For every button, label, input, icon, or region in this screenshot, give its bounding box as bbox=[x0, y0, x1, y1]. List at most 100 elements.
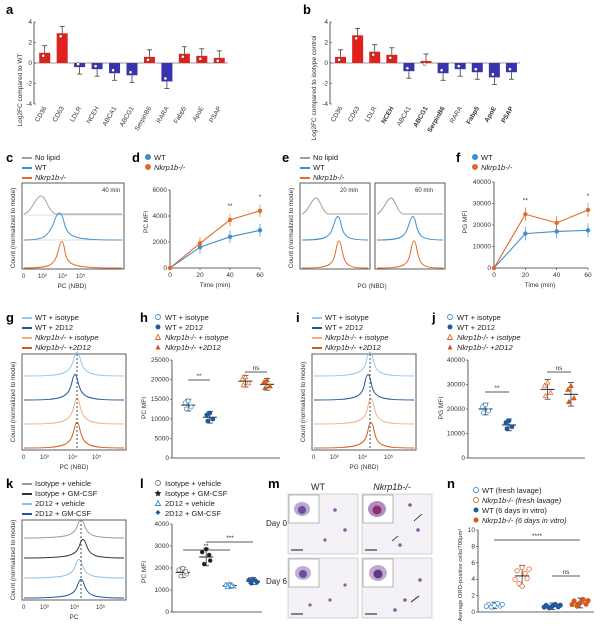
data-point bbox=[257, 228, 263, 233]
panel-i-legend-0: WT + isotype bbox=[325, 313, 369, 322]
panel-b-ylabel: Log2FC compared to isotype control bbox=[311, 35, 318, 140]
ytick-label: 0 bbox=[165, 609, 169, 616]
bar bbox=[56, 33, 68, 63]
data-point bbox=[224, 583, 231, 590]
ytick-label: 1000 bbox=[155, 587, 170, 594]
category-label: NCEH bbox=[86, 105, 101, 125]
replicate-point bbox=[388, 55, 393, 60]
replicate-point bbox=[337, 58, 341, 62]
panel-l-legend-2: 2D12 + vehicle bbox=[165, 499, 215, 508]
panel-i: i WT + isotype WT + 2D12 Nkrp1b-/- + iso… bbox=[296, 310, 417, 471]
replicate-point bbox=[111, 68, 115, 73]
data-point bbox=[541, 604, 547, 610]
category-label: Fabp5 bbox=[465, 105, 481, 125]
category-label: PSAP bbox=[500, 105, 515, 124]
data-point bbox=[481, 410, 486, 416]
data-point bbox=[566, 398, 572, 405]
svg-text:10³: 10³ bbox=[330, 455, 339, 461]
replicate-point bbox=[128, 70, 133, 75]
panel-j-legend-0: WT + isotype bbox=[457, 313, 501, 322]
data-point bbox=[542, 392, 549, 398]
svg-text:10⁴: 10⁴ bbox=[68, 454, 78, 461]
category-label: SerpinB6 bbox=[426, 105, 447, 134]
panel-i-legend-1: WT + 2D12 bbox=[325, 323, 363, 332]
panel-c: c No lipid WT Nkrp1b-/- 40 min Count (no… bbox=[6, 150, 125, 290]
panel-a-ylabel: Log2FC compared to WT bbox=[17, 53, 24, 126]
ytick-label: 4000 bbox=[155, 521, 170, 528]
ytick-label: 10000 bbox=[447, 431, 465, 438]
panel-n-ylabel: Average ORO-positive cells/700µm² bbox=[458, 529, 464, 622]
data-point bbox=[167, 265, 173, 271]
category-label: RARA bbox=[156, 105, 171, 125]
data-point bbox=[585, 598, 591, 604]
panel-n: n WT (fresh lavage) Nkrp1b-/- (fresh lav… bbox=[447, 476, 594, 621]
panel-i-xlabel: PG (NBD) bbox=[349, 464, 378, 471]
panel-d-xlabel: Time (min) bbox=[200, 282, 231, 289]
data-point bbox=[571, 395, 577, 401]
data-point bbox=[547, 389, 554, 395]
panel-c-legend-0: No lipid bbox=[35, 153, 60, 162]
data-point bbox=[565, 386, 571, 392]
panel-e-time-1: 60 min bbox=[415, 188, 433, 194]
panel-h-legend-1: WT + 2D12 bbox=[165, 323, 203, 332]
category-label: ABCA1 bbox=[396, 105, 413, 127]
significance-mark: **** bbox=[532, 533, 543, 540]
svg-text:0: 0 bbox=[22, 455, 26, 461]
data-point bbox=[585, 207, 591, 213]
panel-m: m WT Nkrp1b-/- Day 0 Day 6 bbox=[266, 476, 433, 619]
panel-a: a Log2FC compared to WT 4 2 0 -2 -4 CD36 CD63… bbox=[6, 2, 228, 132]
panel-n-legend-3: Nkrp1b-/- (6 days in vitro) bbox=[482, 516, 567, 525]
ytick-label: 0 bbox=[165, 455, 169, 462]
ytick-label: 10000 bbox=[473, 244, 491, 251]
panel-f-legend-1: Nkrp1b-/- bbox=[481, 163, 513, 172]
panel-m-col-0: WT bbox=[311, 482, 325, 492]
bar bbox=[420, 60, 432, 63]
panel-f: f WT Nkrp1b-/- PG MFI 40000 30000 20000 100… bbox=[456, 150, 592, 289]
panel-j-legend-2: Nkrp1b-/- + isotype bbox=[457, 333, 521, 342]
panel-e-legend-0: No lipid bbox=[313, 153, 338, 162]
data-point bbox=[504, 426, 510, 432]
data-point bbox=[206, 552, 212, 558]
panel-j-legend-1: WT + 2D12 bbox=[457, 323, 495, 332]
panel-j-label: j bbox=[431, 310, 436, 325]
ytick-label: 4 bbox=[471, 576, 475, 583]
bar bbox=[126, 63, 138, 76]
data-point bbox=[523, 212, 528, 217]
category-label: Fabp5 bbox=[173, 105, 188, 125]
panel-i-legend-2: Nkrp1b-/- + isotype bbox=[325, 333, 389, 342]
panel-j: j WT + isotype WT + 2D12 Nkrp1b-/- + iso… bbox=[431, 310, 585, 462]
data-point bbox=[228, 582, 235, 588]
data-point bbox=[183, 569, 189, 574]
xtick-label: 40 bbox=[226, 272, 234, 279]
replicate-point bbox=[76, 62, 80, 66]
panel-f-legend-0: WT bbox=[481, 153, 493, 162]
category-label: ABCG1 bbox=[119, 105, 136, 128]
panel-i-ylabel: Count (normalized to mode) bbox=[300, 362, 307, 443]
panel-e-label: e bbox=[282, 150, 289, 165]
svg-text:0: 0 bbox=[312, 455, 316, 461]
panel-k: k Isotype + vehicle Isotype + GM-CSF 2D1… bbox=[6, 476, 127, 621]
panel-k-label: k bbox=[6, 476, 14, 491]
category-label: CD63 bbox=[347, 105, 362, 123]
panel-f-ylabel: PG MFI bbox=[462, 211, 469, 234]
panel-c-xlabel: PC (NBD) bbox=[58, 283, 87, 290]
ytick-label: 2000 bbox=[153, 239, 168, 246]
ytick-label: 5000 bbox=[155, 435, 170, 442]
data-point bbox=[267, 383, 273, 389]
replicate-point bbox=[456, 64, 461, 69]
data-point bbox=[519, 583, 525, 589]
panel-d-legend-1: Nkrp1b-/- bbox=[154, 163, 186, 172]
ytick-label: -2 bbox=[26, 81, 32, 88]
panel-k-ylabel: Count (normalized to mode) bbox=[10, 520, 17, 601]
data-point bbox=[526, 566, 532, 572]
xtick-label: 20 bbox=[196, 272, 204, 279]
data-point bbox=[557, 602, 563, 608]
data-point bbox=[205, 418, 211, 424]
series-line bbox=[169, 210, 261, 269]
svg-text:10³: 10³ bbox=[40, 605, 49, 611]
data-point bbox=[523, 231, 528, 236]
ytick-label: 4 bbox=[324, 19, 328, 26]
ytick-label: 10 bbox=[468, 527, 476, 534]
replicate-point bbox=[93, 64, 98, 69]
